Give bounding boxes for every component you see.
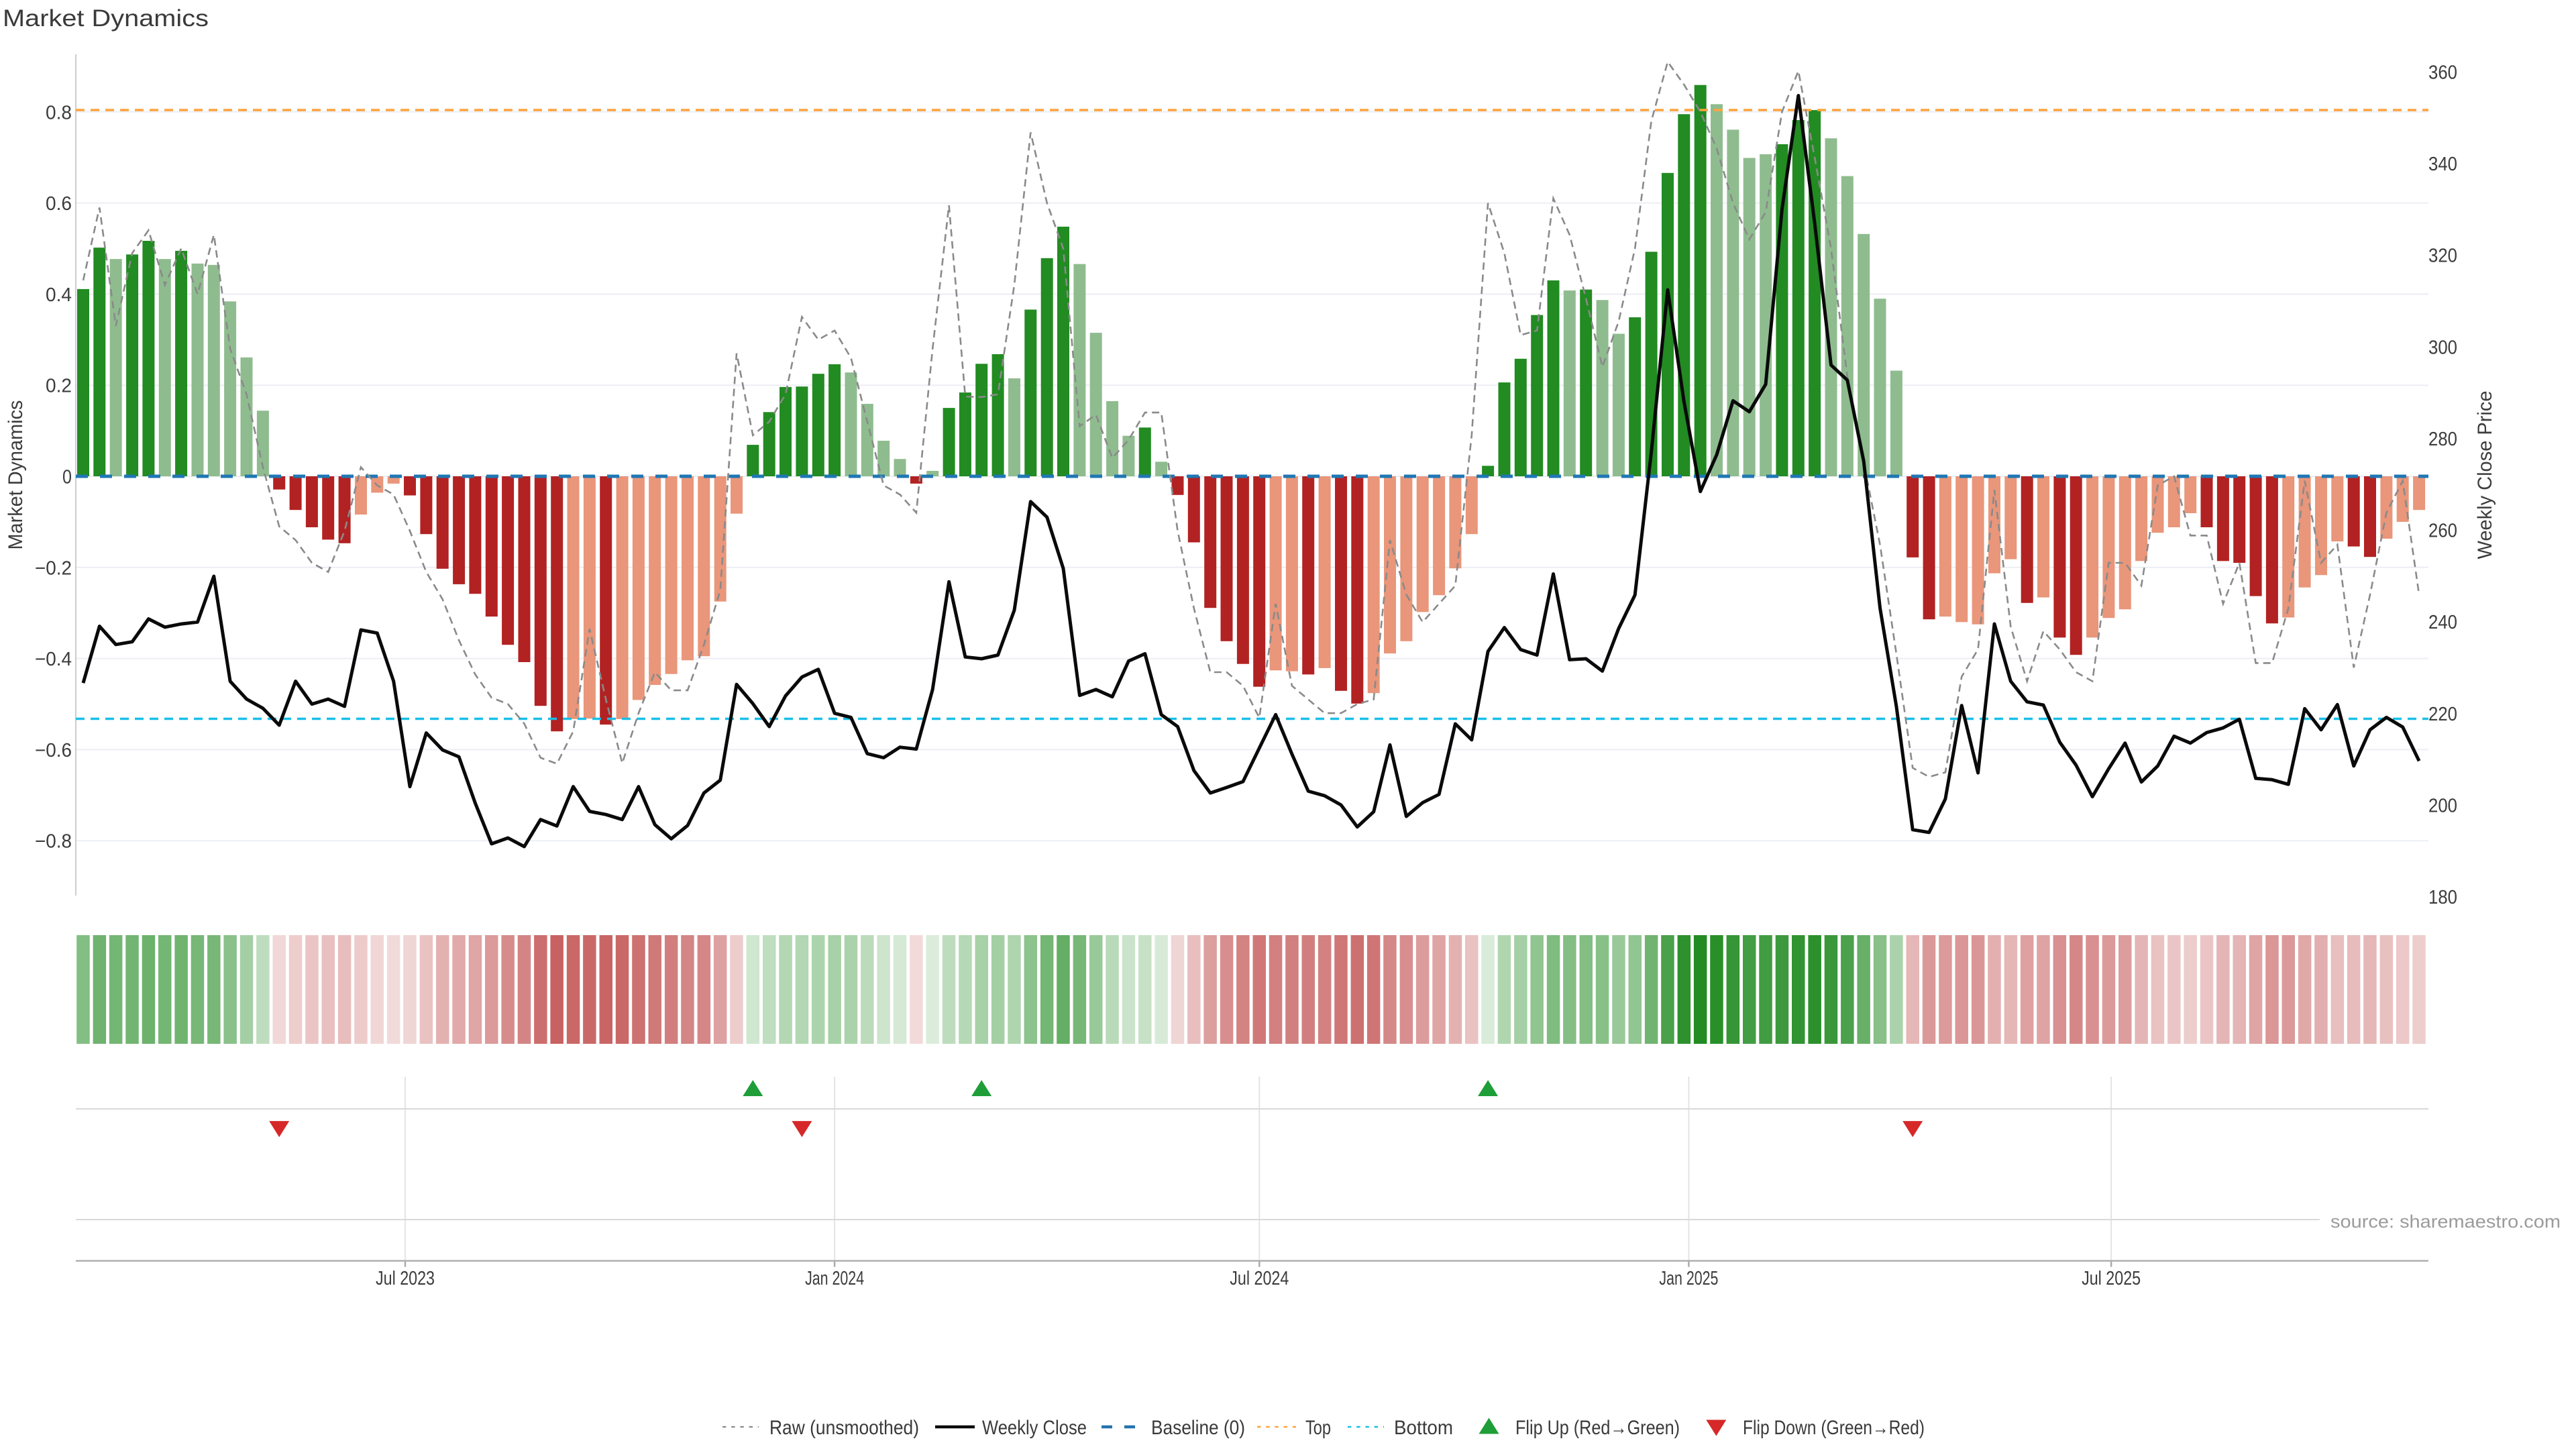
svg-text:Bottom: Bottom	[1394, 1417, 1453, 1439]
svg-text:Market Dynamics: Market Dynamics	[3, 5, 209, 32]
svg-text:−0.8: −0.8	[35, 831, 72, 853]
svg-text:0.6: 0.6	[46, 193, 72, 215]
svg-text:−0.2: −0.2	[35, 557, 72, 579]
svg-text:Raw (unsmoothed): Raw (unsmoothed)	[769, 1417, 919, 1439]
svg-text:220: 220	[2428, 704, 2457, 725]
svg-text:Weekly Close: Weekly Close	[982, 1417, 1087, 1439]
svg-text:Jan 2025: Jan 2025	[1659, 1268, 1718, 1289]
svg-text:−0.6: −0.6	[35, 740, 72, 761]
svg-text:Flip Up (Red→Green): Flip Up (Red→Green)	[1515, 1417, 1680, 1439]
svg-text:Jul 2025: Jul 2025	[2082, 1268, 2141, 1289]
svg-text:200: 200	[2428, 795, 2457, 816]
svg-text:320: 320	[2428, 246, 2457, 267]
svg-text:Market Dynamics: Market Dynamics	[5, 400, 27, 550]
svg-text:Jul 2023: Jul 2023	[376, 1268, 435, 1289]
svg-text:360: 360	[2428, 62, 2457, 84]
svg-text:0.4: 0.4	[46, 284, 72, 306]
svg-text:Top: Top	[1305, 1417, 1331, 1439]
svg-text:Weekly Close Price: Weekly Close Price	[2474, 391, 2496, 559]
svg-text:Baseline (0): Baseline (0)	[1151, 1417, 1245, 1439]
svg-text:260: 260	[2428, 521, 2457, 542]
svg-text:Jul 2024: Jul 2024	[1230, 1268, 1289, 1289]
svg-text:240: 240	[2428, 612, 2457, 633]
svg-text:Jan 2024: Jan 2024	[805, 1268, 864, 1289]
svg-text:Flip Down (Green→Red): Flip Down (Green→Red)	[1743, 1417, 1925, 1439]
svg-text:280: 280	[2428, 429, 2457, 450]
svg-text:340: 340	[2428, 154, 2457, 175]
svg-text:300: 300	[2428, 337, 2457, 358]
svg-text:0.2: 0.2	[46, 376, 72, 397]
svg-text:source: sharemaestro.com: source: sharemaestro.com	[2330, 1212, 2561, 1232]
svg-text:0.8: 0.8	[46, 102, 72, 123]
svg-text:180: 180	[2428, 887, 2457, 908]
svg-text:−0.4: −0.4	[35, 649, 72, 670]
svg-text:0: 0	[62, 467, 72, 488]
